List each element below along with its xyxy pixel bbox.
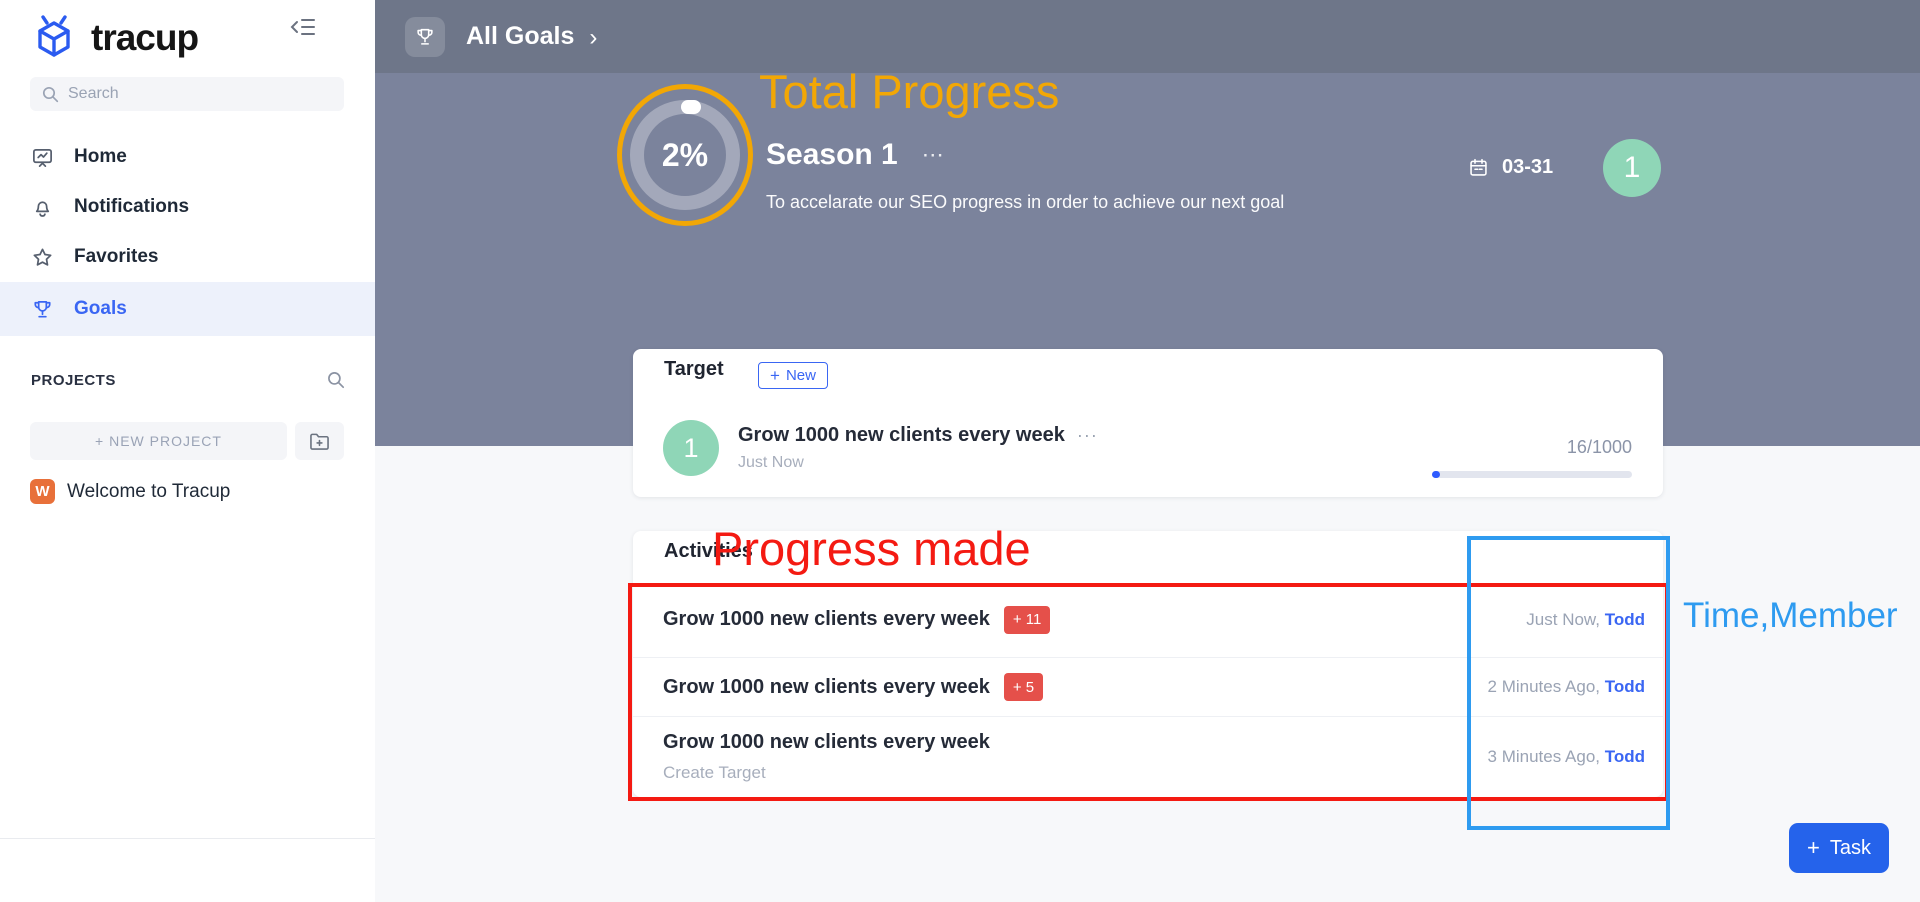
sidebar-item-favorites[interactable]: Favorites (0, 232, 375, 282)
due-date: 03-31 (1502, 156, 1554, 178)
sidebar-item-goals[interactable]: Goals (0, 282, 375, 336)
goals-trophy-icon (405, 16, 445, 57)
home-icon (31, 146, 54, 169)
target-card-title: Target (664, 358, 724, 380)
target-progress-label: 16/1000 (1566, 437, 1632, 457)
sidebar-item-notifications[interactable]: Notifications (0, 182, 375, 232)
page-header: All Goals › (375, 0, 1920, 73)
projects-header: PROJECTS (31, 371, 345, 389)
search-input[interactable]: Search (30, 77, 344, 111)
activity-member-link[interactable]: Todd (1604, 677, 1645, 696)
add-task-button[interactable]: + Task (1789, 823, 1889, 873)
activity-subtitle: Create Target (663, 763, 766, 782)
goal-description: To accelarate our SEO progress in order … (766, 192, 1285, 212)
activity-time: Just Now, Todd (1526, 610, 1645, 630)
breadcrumb-chevron-icon[interactable]: › (589, 23, 598, 51)
new-target-label: New (785, 367, 816, 384)
collapse-sidebar-icon[interactable] (286, 12, 320, 42)
goal-title: Season 1 (766, 138, 898, 171)
star-icon (31, 246, 54, 269)
activity-time: 3 Minutes Ago, Todd (1488, 747, 1645, 767)
total-progress-donut: 2% (630, 100, 740, 210)
activity-title: Grow 1000 new clients every week (663, 731, 990, 753)
target-more-icon[interactable]: ··· (1076, 425, 1098, 445)
activities-card-title: Activities (664, 540, 753, 562)
calendar-icon (1470, 158, 1487, 176)
project-label: Welcome to Tracup (67, 480, 231, 502)
activity-title: Grow 1000 new clients every week (663, 608, 990, 630)
target-title: Grow 1000 new clients every week (738, 424, 1065, 446)
new-target-button[interactable]: + New (758, 362, 828, 389)
activity-member-link[interactable]: Todd (1604, 609, 1645, 629)
sidebar-item-home[interactable]: Home (0, 132, 375, 182)
target-time: Just Now (738, 454, 804, 471)
due-date-row: 03-31 (1468, 156, 1553, 179)
new-project-button[interactable]: + NEW PROJECT (30, 422, 287, 460)
trophy-icon (31, 298, 54, 321)
activities-card: Activities Grow 1000 new clients every w… (633, 531, 1663, 797)
total-progress-percent: 2% (661, 136, 709, 173)
sidebar: tracup Search Home Notifications (0, 0, 375, 902)
projects-search-icon[interactable] (327, 371, 345, 389)
target-progress-fill (1432, 471, 1440, 478)
sidebar-item-label: Goals (74, 298, 127, 319)
activity-time-text: Just Now, (1526, 609, 1605, 629)
sidebar-item-label: Home (74, 146, 127, 167)
search-icon (42, 86, 59, 102)
target-row[interactable]: 1 Grow 1000 new clients every week ··· J… (633, 409, 1663, 487)
new-project-row: + NEW PROJECT (30, 422, 344, 460)
folder-plus-icon (310, 433, 329, 450)
sidebar-project-welcome[interactable]: W Welcome to Tracup (30, 479, 230, 504)
sidebar-menu: Home Notifications Favorites Goals (0, 132, 375, 336)
target-progress-bar (1432, 471, 1632, 478)
bell-icon (31, 196, 54, 219)
sidebar-item-label: Favorites (74, 246, 159, 267)
project-badge: W (30, 479, 55, 504)
progress-delta-badge: + 11 (1003, 605, 1051, 634)
progress-delta-badge: + 5 (1003, 673, 1044, 701)
target-card: Target + New 1 Grow 1000 new clients eve… (633, 349, 1663, 497)
member-avatar[interactable]: 1 (1603, 139, 1661, 197)
page-title: All Goals (466, 22, 575, 50)
activity-time: 2 Minutes Ago, Todd (1488, 677, 1645, 697)
sidebar-item-label: Notifications (74, 196, 190, 217)
activity-row[interactable]: Grow 1000 new clients every week + 11 Ju… (633, 582, 1663, 657)
activity-time-text: 3 Minutes Ago, (1487, 747, 1605, 766)
search-placeholder: Search (68, 85, 119, 102)
projects-heading: PROJECTS (31, 371, 116, 389)
goal-more-icon[interactable]: ⋯ (921, 142, 946, 167)
brand-name: tracup (91, 17, 199, 58)
activity-row[interactable]: Grow 1000 new clients every week + 5 2 M… (633, 657, 1663, 716)
activity-time-text: 2 Minutes Ago, (1487, 677, 1605, 696)
activity-row[interactable]: Grow 1000 new clients every week Create … (633, 716, 1663, 797)
target-avatar: 1 (663, 420, 719, 476)
activity-member-link[interactable]: Todd (1604, 747, 1645, 766)
activity-title: Grow 1000 new clients every week (663, 675, 990, 698)
brand: tracup (30, 12, 350, 64)
plus-icon: + (770, 365, 780, 385)
donut-progress-dot (681, 100, 701, 114)
plus-icon: + (1807, 835, 1820, 860)
annotation-time-member-text: Time,Member (1683, 596, 1898, 635)
tracup-logo-icon (38, 15, 70, 57)
sidebar-footer: 1 10 days remaining (0, 838, 375, 902)
add-folder-button[interactable] (295, 422, 344, 460)
add-task-label: Task (1829, 836, 1871, 859)
